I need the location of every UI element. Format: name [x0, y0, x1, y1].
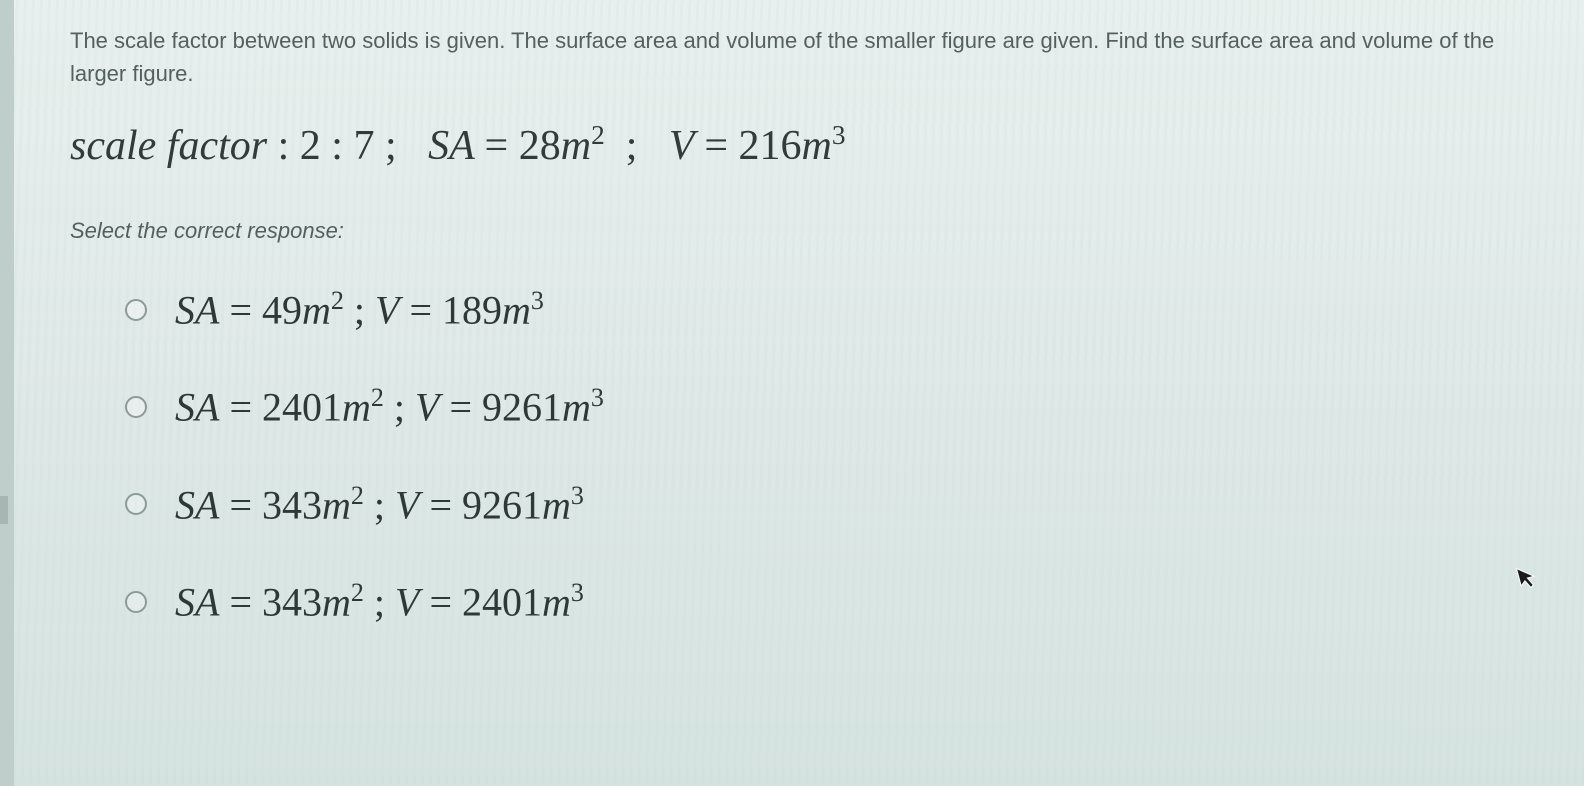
- option-text: SA = 343m2 ; V = 2401m3: [175, 578, 584, 625]
- sa-exp: 2: [591, 120, 605, 150]
- radio-icon[interactable]: [125, 493, 147, 515]
- question-content: The scale factor between two solids is g…: [0, 0, 1584, 649]
- sa-label: SA: [428, 123, 474, 169]
- scale-factor-value: 2 : 7: [300, 123, 375, 169]
- option-v-value: 9261: [482, 385, 562, 430]
- radio-icon[interactable]: [125, 396, 147, 418]
- v-unit: m: [802, 123, 832, 169]
- option-sa-value: 343: [262, 579, 322, 624]
- v-exp: 3: [832, 120, 846, 150]
- sa-unit: m: [561, 123, 591, 169]
- option-text: SA = 49m2 ; V = 189m3: [175, 286, 544, 333]
- option-v-value: 9261: [462, 482, 542, 527]
- v-label: V: [669, 123, 694, 169]
- option-sa-value: 2401: [262, 385, 342, 430]
- option-row[interactable]: SA = 343m2 ; V = 9261m3: [125, 481, 1514, 528]
- v-value: 216: [739, 123, 802, 169]
- sa-value: 28: [519, 123, 561, 169]
- select-prompt: Select the correct response:: [70, 218, 1514, 244]
- options-list: SA = 49m2 ; V = 189m3 SA = 2401m2 ; V = …: [70, 286, 1514, 625]
- option-sa-value: 49: [262, 287, 302, 332]
- scale-factor-label: scale factor: [70, 123, 267, 169]
- option-row[interactable]: SA = 2401m2 ; V = 9261m3: [125, 383, 1514, 430]
- option-text: SA = 343m2 ; V = 9261m3: [175, 481, 584, 528]
- option-v-value: 189: [442, 287, 502, 332]
- option-row[interactable]: SA = 49m2 ; V = 189m3: [125, 286, 1514, 333]
- option-sa-value: 343: [262, 482, 322, 527]
- question-intro: The scale factor between two solids is g…: [70, 24, 1514, 90]
- option-v-value: 2401: [462, 579, 542, 624]
- option-row[interactable]: SA = 343m2 ; V = 2401m3: [125, 578, 1514, 625]
- option-text: SA = 2401m2 ; V = 9261m3: [175, 383, 604, 430]
- radio-icon[interactable]: [125, 591, 147, 613]
- radio-icon[interactable]: [125, 299, 147, 321]
- problem-expression: scale factor : 2 : 7 ; SA = 28m2 ; V = 2…: [70, 120, 1514, 170]
